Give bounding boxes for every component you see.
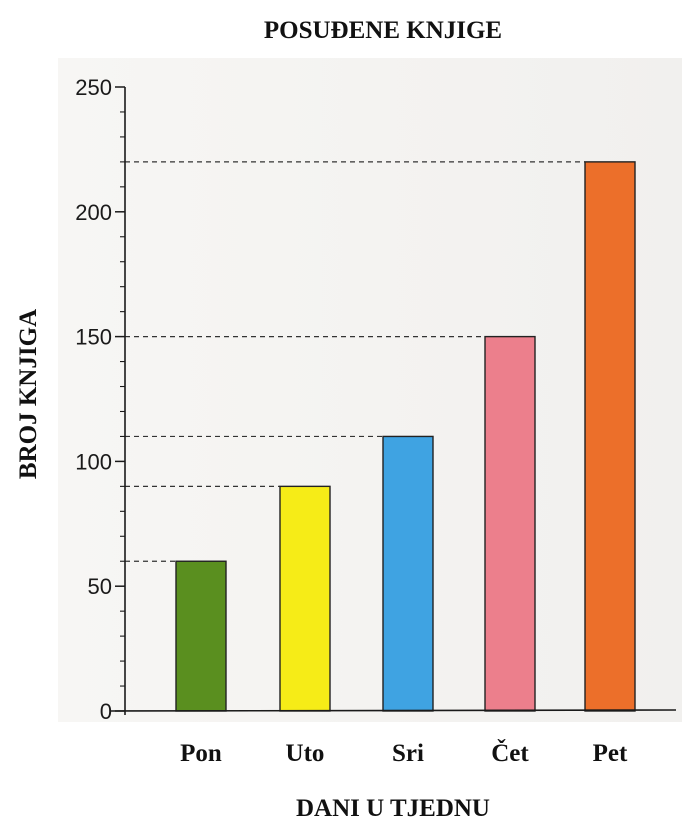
x-axis-label: DANI U TJEDNU [296,795,490,822]
x-tick-label: Sri [392,740,424,767]
bar-uto [279,485,331,712]
x-tick-label: Čet [491,738,529,767]
bar-čet [484,335,536,712]
x-axis-line [110,709,677,712]
y-tick-label: 250 [75,75,112,100]
y-tick-label: 150 [75,325,112,350]
y-axis-label: BROJ KNJIGA [15,309,42,479]
y-tick-label: 0 [100,699,112,724]
y-tick-label: 200 [75,200,112,225]
x-tick-label: Pet [593,740,628,767]
x-tick-label: Uto [286,740,325,767]
chart-title: POSUĐENE KNJIGE [264,17,502,44]
x-tick-labels: Pon Uto Sri Čet Pet [180,738,628,767]
reference-lines [125,161,585,562]
bars [175,161,636,712]
bar-pet [584,161,636,712]
x-tick-label: Pon [180,740,222,767]
y-tick-label: 50 [88,574,112,599]
x-axis [110,709,677,712]
paper-background [58,58,682,722]
bar-sri [382,435,434,712]
y-tick-label: 100 [75,449,112,474]
y-axis: 0 50 100 150 200 250 [75,75,126,724]
bar-pon [175,560,227,712]
